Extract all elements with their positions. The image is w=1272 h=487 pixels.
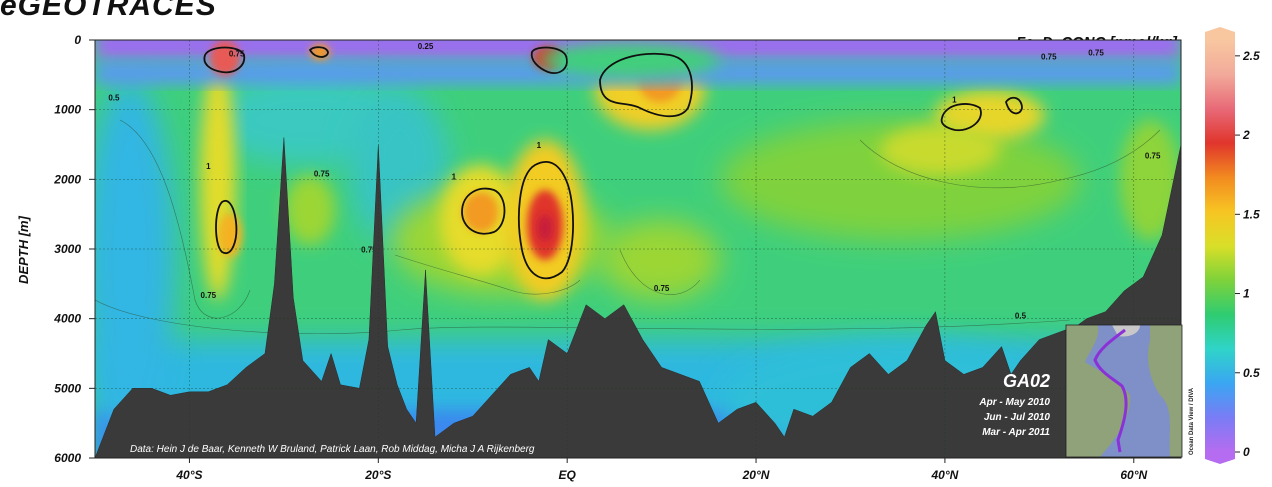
plume-yellow-40s xyxy=(200,60,236,300)
contour-label-3: 1 xyxy=(452,172,457,181)
colorbar-tick-label-0: 0 xyxy=(1243,445,1250,459)
contour-label-10: 0.75 xyxy=(1088,48,1104,57)
contour-label-11: 0.5 xyxy=(108,94,120,103)
x-tick-label-0: 40°S xyxy=(175,468,202,482)
contour-label-7: 0.75 xyxy=(1145,151,1161,160)
contour-label-0: 1 xyxy=(206,162,211,171)
colorbar-tick-label-1: 0.5 xyxy=(1243,366,1260,380)
y-tick-label-6: 6000 xyxy=(54,451,81,465)
inset-map xyxy=(1066,325,1182,457)
cruise-date-1: Apr - May 2010 xyxy=(978,397,1050,408)
colorbar-tick-label-4: 2 xyxy=(1242,128,1250,142)
plume-deep-red-eq xyxy=(537,214,553,242)
contour-label-1: 0.75 xyxy=(201,291,217,300)
y-axis-label: DEPTH [m] xyxy=(16,215,31,284)
colorbar-top-cap xyxy=(1205,27,1235,40)
x-tick-label-5: 60°N xyxy=(1120,468,1147,482)
sw-blue-region xyxy=(85,80,175,440)
x-tick-label-3: 20°N xyxy=(742,468,770,482)
x-tick-label-4: 40°N xyxy=(931,468,959,482)
y-tick-label-3: 3000 xyxy=(54,242,81,256)
data-credit: Data: Hein J de Baar, Kenneth W Bruland,… xyxy=(130,444,535,455)
colorbar-bottom-cap xyxy=(1205,452,1235,464)
cruise-date-2: Jun - Jul 2010 xyxy=(984,412,1051,423)
colorbar-tick-label-3: 1.5 xyxy=(1243,207,1260,221)
software-credit: Ocean Data View / DIVA xyxy=(1189,387,1195,455)
x-tick-label-2: EQ xyxy=(559,468,577,482)
y-tick-label-1: 1000 xyxy=(54,103,81,117)
contour-label-14: 0.5 xyxy=(1015,312,1027,321)
contour-label-9: 0.75 xyxy=(1041,53,1057,62)
contour-label-4: 1 xyxy=(537,141,542,150)
cruise-date-3: Mar - Apr 2011 xyxy=(982,427,1050,438)
colorbar-tick-label-2: 1 xyxy=(1243,287,1250,301)
contour-label-12: 0.25 xyxy=(418,42,434,51)
contour-label-5: 0.75 xyxy=(654,284,670,293)
colorbar-tick-label-5: 2.5 xyxy=(1242,49,1260,63)
plume-orange-10s xyxy=(463,192,499,232)
contour-label-6: 1 xyxy=(952,96,957,105)
colorbar: 0 0.5 1 1.5 2 2.5 xyxy=(1205,27,1260,464)
colorbar-ticks: 0 0.5 1 1.5 2 2.5 xyxy=(1235,49,1260,459)
mid-yellow-green-4 xyxy=(285,175,335,245)
cruise-name: GA02 xyxy=(1003,371,1050,391)
colorbar-body xyxy=(1205,40,1235,452)
y-tick-label-5: 5000 xyxy=(54,381,81,395)
y-tick-label-4: 4000 xyxy=(53,312,81,326)
y-tick-label-2: 2000 xyxy=(53,172,81,186)
plume-yellow-30n xyxy=(880,125,1000,175)
x-tick-label-1: 20°S xyxy=(364,468,391,482)
contour-label-13: 0.75 xyxy=(229,50,245,59)
y-tick-label-0: 0 xyxy=(74,33,81,47)
contour-label-2: 0.75 xyxy=(314,170,330,179)
